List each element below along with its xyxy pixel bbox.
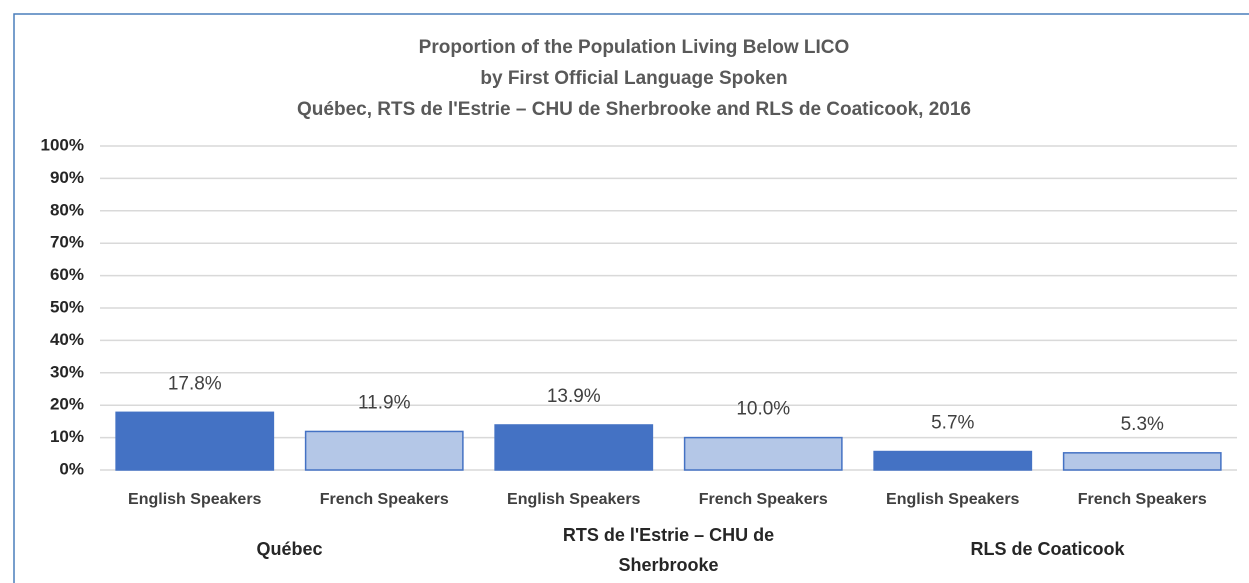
bar	[494, 424, 654, 471]
y-tick-label: 10%	[50, 427, 84, 446]
x-tick-label: English Speakers	[128, 491, 261, 508]
bar	[1062, 452, 1222, 471]
value-label: 5.7%	[931, 413, 974, 434]
bar	[115, 411, 275, 471]
value-label: 13.9%	[547, 386, 601, 407]
group-label: Québec	[256, 539, 323, 559]
y-tick-label: 20%	[50, 395, 84, 414]
value-label: 11.9%	[358, 392, 411, 413]
y-tick-label: 0%	[59, 459, 84, 478]
x-tick-label: English Speakers	[507, 491, 640, 508]
y-tick-label: 80%	[50, 200, 84, 219]
value-label: 5.3%	[1121, 414, 1164, 435]
bar	[873, 450, 1033, 471]
y-tick-label: 30%	[50, 362, 84, 381]
x-tick-label: French Speakers	[1078, 491, 1207, 508]
x-tick-label: French Speakers	[699, 491, 828, 508]
y-tick-label: 60%	[50, 265, 84, 284]
bar	[304, 430, 464, 471]
chart-title: by First Official Language Spoken	[480, 68, 787, 89]
group-label: RLS de Coaticook	[970, 539, 1125, 559]
y-tick-label: 100%	[41, 135, 84, 154]
x-tick-label: French Speakers	[320, 491, 449, 508]
y-tick-label: 90%	[50, 168, 84, 187]
group-label: RTS de l'Estrie – CHU de Sherbrooke	[562, 525, 775, 575]
x-tick-label: English Speakers	[886, 491, 1019, 508]
bar	[683, 436, 843, 471]
y-tick-label: 40%	[50, 330, 84, 349]
chart-title: Proportion of the Population Living Belo…	[419, 37, 850, 58]
value-label: 10.0%	[736, 399, 790, 420]
chart-title: Québec, RTS de l'Estrie – CHU de Sherbro…	[297, 99, 971, 120]
value-label: 17.8%	[168, 373, 222, 394]
y-tick-label: 50%	[50, 297, 84, 316]
frame	[13, 13, 1249, 583]
y-tick-label: 70%	[50, 233, 84, 252]
